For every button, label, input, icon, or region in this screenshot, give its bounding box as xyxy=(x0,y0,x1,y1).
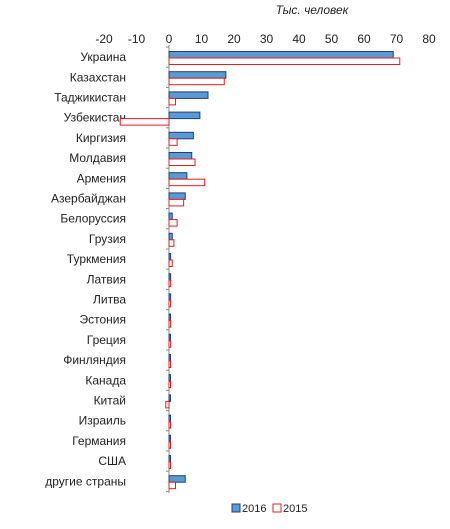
bar-2016 xyxy=(168,475,186,483)
category-label: Китай xyxy=(94,394,126,408)
category-label: Германия xyxy=(72,434,126,448)
bar-2015 xyxy=(168,481,176,490)
category-label: Армения xyxy=(77,171,126,185)
bar-2015 xyxy=(119,118,170,126)
bar-2016 xyxy=(168,354,171,362)
category-label: Казахстан xyxy=(70,70,126,84)
bar-2016 xyxy=(168,152,193,160)
bar-2016 xyxy=(168,131,194,140)
bar-2016 xyxy=(168,273,172,281)
bar-2015 xyxy=(168,178,206,187)
unit-label: Тыс. человек xyxy=(276,3,350,17)
bar-2016 xyxy=(168,333,171,342)
bar-2016 xyxy=(168,172,188,180)
bar-2016 xyxy=(168,414,171,423)
bar-2015 xyxy=(168,320,172,328)
legend-label-2015: 2015 xyxy=(283,503,307,515)
category-label: Латвия xyxy=(87,272,126,286)
bar-2015 xyxy=(168,219,178,227)
category-label: Грузия xyxy=(89,232,126,246)
category-label: Азербайджан xyxy=(51,192,126,206)
legend-swatch-2016 xyxy=(231,503,241,513)
bar-2016 xyxy=(168,212,173,221)
bar-2015 xyxy=(168,360,171,368)
bar-2015 xyxy=(168,97,176,106)
bar-2015 xyxy=(168,158,196,166)
bar-2015 xyxy=(168,239,175,247)
x-tick-label: 40 xyxy=(292,32,306,46)
bar-2016 xyxy=(168,51,394,59)
bar-2016 xyxy=(168,111,201,120)
bar-2016 xyxy=(168,91,209,99)
category-label: Молдавия xyxy=(69,151,126,165)
bar-2015 xyxy=(168,340,172,348)
category-label: Узбекистан xyxy=(64,111,126,125)
category-label: Эстония xyxy=(80,313,127,327)
bar-2016 xyxy=(168,293,172,301)
category-label: Канада xyxy=(85,373,126,387)
bar-2016 xyxy=(168,253,172,261)
category-label: Киргизия xyxy=(76,131,126,145)
x-tick-label: -10 xyxy=(128,32,146,46)
category-label: США xyxy=(98,454,126,468)
x-tick-label: 70 xyxy=(390,32,404,46)
bar-2016 xyxy=(168,232,173,241)
bar-2015 xyxy=(165,400,170,409)
category-label: другие страны xyxy=(45,474,126,488)
x-tick-label: 0 xyxy=(166,32,173,46)
bar-2016 xyxy=(168,192,186,200)
category-label: Финляндия xyxy=(63,353,126,367)
bar-2016 xyxy=(168,394,171,402)
x-tick-label: 20 xyxy=(227,32,241,46)
bar-2015 xyxy=(168,421,171,429)
bar-2015 xyxy=(168,299,172,308)
bar-2015 xyxy=(168,380,171,389)
category-label: Израиль xyxy=(79,414,126,428)
category-label: Украина xyxy=(80,50,126,64)
category-label: Литва xyxy=(93,293,126,307)
x-tick-label: 10 xyxy=(195,32,209,46)
legend-swatch-2015 xyxy=(272,503,282,513)
x-tick-label: 50 xyxy=(325,32,339,46)
x-tick-label: 30 xyxy=(260,32,274,46)
bar-2015 xyxy=(168,461,171,469)
bar-2015 xyxy=(168,441,171,449)
bar-2015 xyxy=(168,259,173,267)
bar-2016 xyxy=(168,313,171,322)
x-tick-label: 60 xyxy=(357,32,371,46)
legend-label-2016: 2016 xyxy=(242,503,266,515)
bar-2016 xyxy=(168,71,227,79)
bar-2016 xyxy=(168,455,171,463)
bar-2015 xyxy=(168,77,225,86)
bar-2015 xyxy=(168,279,172,288)
bar-2015 xyxy=(168,138,178,146)
bar-2016 xyxy=(168,374,171,382)
category-label: Туркмения xyxy=(67,252,126,266)
category-label: Греция xyxy=(87,333,126,347)
x-tick-label: 80 xyxy=(422,32,436,46)
x-tick-label: -20 xyxy=(95,32,113,46)
category-label: Белоруссия xyxy=(60,212,126,226)
category-label: Таджикистан xyxy=(54,91,126,105)
bar-2016 xyxy=(168,434,171,443)
bar-2015 xyxy=(168,57,401,65)
bar-2015 xyxy=(168,198,185,207)
